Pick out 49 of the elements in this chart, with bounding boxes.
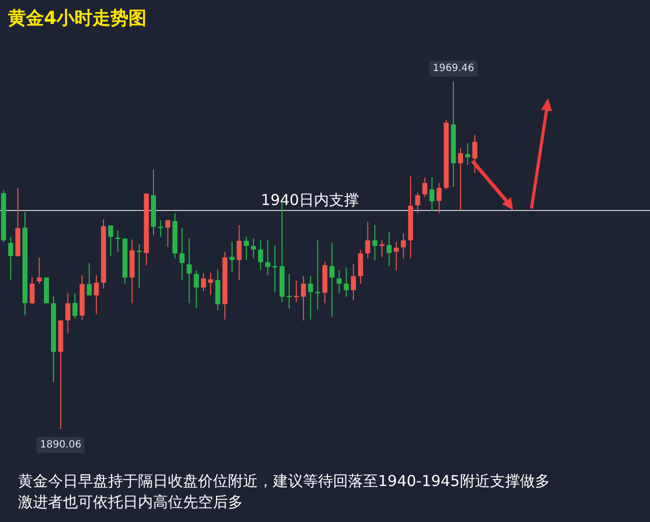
- candlestick: [472, 134, 478, 174]
- candlestick: [394, 241, 399, 271]
- candlestick: [108, 224, 114, 257]
- candlestick: [230, 241, 235, 272]
- candlestick: [8, 236, 14, 281]
- candlestick: [429, 176, 434, 212]
- candlestick: [330, 242, 335, 318]
- candlestick: [200, 272, 206, 292]
- candlestick: [415, 192, 420, 214]
- annotation: 1890.06: [40, 440, 82, 450]
- candlestick: [65, 292, 70, 334]
- candlestick: [186, 238, 192, 304]
- candlestick: [308, 276, 314, 320]
- candlestick: [336, 270, 342, 294]
- candlestick: [458, 148, 464, 211]
- annotation: 1969.46: [432, 63, 474, 74]
- candlestick: [379, 240, 384, 258]
- candlestick: [436, 182, 442, 214]
- candlestick: [72, 292, 78, 320]
- candlestick: [86, 262, 92, 296]
- candlestick: [208, 272, 214, 296]
- candlestick: [236, 224, 242, 281]
- text: 黄金今日早盘持于隔日收盘价位附近，建议等待回落至1940-1945附近支撑做多: [18, 472, 550, 491]
- candlestick: [94, 274, 99, 315]
- candlestick: [36, 256, 42, 284]
- candlestick: [258, 240, 264, 271]
- candlestick: [386, 231, 392, 267]
- candlestick: [422, 176, 428, 198]
- text: 激进者也可依托日内高位先空后多: [18, 493, 243, 512]
- chart-title: 黄金4小时走势图: [8, 7, 147, 30]
- candlestick: [350, 263, 356, 301]
- candlestick: [465, 142, 470, 166]
- candlestick: [300, 276, 306, 321]
- candlestick: [400, 232, 406, 259]
- candlestick: [115, 230, 120, 252]
- candlestick: [165, 220, 170, 248]
- candlestick: [272, 244, 278, 292]
- candlestick: [344, 266, 349, 298]
- candlestick: [30, 276, 35, 305]
- candlestick: [365, 221, 370, 259]
- candlestick: [180, 228, 185, 281]
- candlestick: [358, 249, 364, 284]
- candlestick: [265, 240, 270, 276]
- ref-line-label: 1940日内支撑: [260, 191, 360, 210]
- candlestick: [244, 236, 249, 260]
- candlestick: [194, 270, 199, 309]
- candlestick: [250, 238, 256, 259]
- candlestick: [158, 220, 164, 238]
- candlestick: [372, 224, 378, 260]
